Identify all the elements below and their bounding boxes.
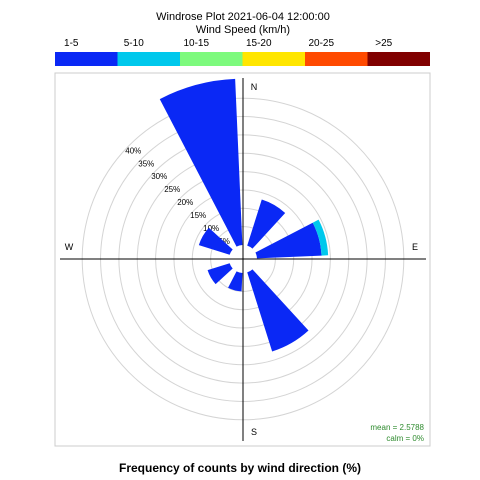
chart-caption: Frequency of counts by wind direction (%… (119, 461, 361, 475)
sector-2-bin-1 (312, 219, 329, 256)
legend-label-0: 1-5 (64, 38, 79, 49)
west-label: W (65, 242, 74, 252)
sector-2-bin-0 (255, 222, 322, 259)
east-label: E (412, 242, 418, 252)
ring-label-4: 25% (164, 185, 180, 194)
legend-swatch-1 (117, 52, 180, 66)
legend-label-1: 5-10 (124, 38, 144, 49)
ring-label-1: 10% (203, 224, 219, 233)
legend-label-3: 15-20 (246, 38, 272, 49)
sector-6-bin-0 (198, 227, 233, 255)
sector-0-bin-0 (159, 78, 243, 247)
legend-swatch-4 (305, 52, 368, 66)
south-label: S (251, 427, 257, 437)
ring-label-3: 20% (177, 198, 193, 207)
sector-3-bin-0 (247, 269, 309, 352)
sector-5-bin-0 (207, 263, 233, 285)
speed-legend: 1-5 5-10 10-15 15-20 20-25 >25 (55, 38, 430, 66)
legend-title: Wind Speed (km/h) (196, 24, 290, 36)
sector-1-bin-0 (247, 199, 286, 249)
legend-label-5: >25 (375, 38, 392, 49)
north-label: N (251, 82, 258, 92)
legend-swatch-3 (242, 52, 305, 66)
chart-title: Windrose Plot 2021-06-04 12:00:00 (156, 11, 330, 23)
sector-4-bin-0 (228, 271, 243, 292)
ring-label-2: 15% (190, 211, 206, 220)
calm-text: calm = 0% (386, 434, 424, 443)
ring-label-5: 30% (151, 172, 167, 181)
ring-label-0: 5% (218, 237, 230, 246)
plot-frame (54, 72, 431, 447)
ring-label-6: 35% (138, 159, 154, 168)
legend-swatch-2 (180, 52, 243, 66)
mean-text: mean = 2.5788 (370, 423, 424, 432)
legend-label-2: 10-15 (183, 38, 209, 49)
legend-label-4: 20-25 (308, 38, 334, 49)
compass-axes (60, 78, 426, 441)
wind-sectors (159, 78, 329, 352)
ring-label-7: 40% (125, 146, 141, 155)
legend-swatch-0 (55, 52, 118, 66)
legend-swatch-5 (367, 52, 430, 66)
